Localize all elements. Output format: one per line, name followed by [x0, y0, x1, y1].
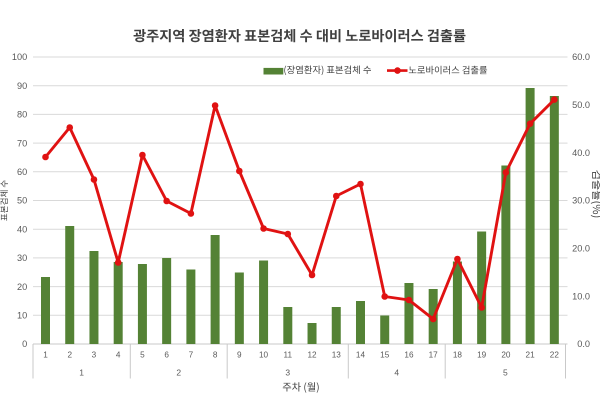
- svg-text:1: 1: [79, 367, 84, 377]
- svg-text:50: 50: [17, 196, 27, 206]
- svg-text:3: 3: [285, 367, 290, 377]
- svg-text:70: 70: [17, 138, 27, 148]
- svg-text:7: 7: [189, 351, 194, 360]
- svg-text:10.0: 10.0: [572, 291, 590, 301]
- svg-text:20.0: 20.0: [572, 244, 590, 254]
- svg-text:80: 80: [17, 110, 27, 120]
- svg-text:2: 2: [176, 367, 181, 377]
- svg-text:60.0: 60.0: [572, 52, 590, 62]
- svg-text:14: 14: [356, 351, 366, 360]
- svg-text:18: 18: [453, 351, 463, 360]
- svg-text:40: 40: [17, 224, 27, 234]
- svg-text:20: 20: [17, 282, 27, 292]
- svg-text:0: 0: [22, 339, 27, 349]
- svg-text:3: 3: [92, 351, 97, 360]
- svg-text:20: 20: [501, 351, 511, 360]
- svg-text:19: 19: [477, 351, 487, 360]
- svg-text:30.0: 30.0: [572, 196, 590, 206]
- svg-text:17: 17: [429, 351, 439, 360]
- svg-text:15: 15: [380, 351, 390, 360]
- svg-text:30: 30: [17, 253, 27, 263]
- svg-text:6: 6: [164, 351, 169, 360]
- svg-text:1: 1: [43, 351, 48, 360]
- svg-text:10: 10: [259, 351, 269, 360]
- svg-text:12: 12: [307, 351, 317, 360]
- svg-text:60: 60: [17, 167, 27, 177]
- svg-text:13: 13: [332, 351, 342, 360]
- svg-text:11: 11: [284, 351, 293, 360]
- svg-text:9: 9: [237, 351, 242, 360]
- svg-text:10: 10: [17, 311, 27, 321]
- svg-text:50.0: 50.0: [572, 100, 590, 110]
- svg-text:90: 90: [17, 81, 27, 91]
- svg-text:22: 22: [550, 351, 560, 360]
- svg-text:5: 5: [140, 351, 145, 360]
- svg-text:5: 5: [503, 367, 508, 377]
- svg-text:0.0: 0.0: [577, 339, 590, 349]
- svg-text:4: 4: [116, 351, 121, 360]
- svg-text:2: 2: [67, 351, 72, 360]
- svg-text:4: 4: [394, 367, 399, 377]
- svg-text:21: 21: [526, 351, 536, 360]
- svg-text:8: 8: [213, 351, 218, 360]
- svg-text:16: 16: [404, 351, 414, 360]
- svg-text:40.0: 40.0: [572, 148, 590, 158]
- svg-text:100: 100: [12, 52, 27, 62]
